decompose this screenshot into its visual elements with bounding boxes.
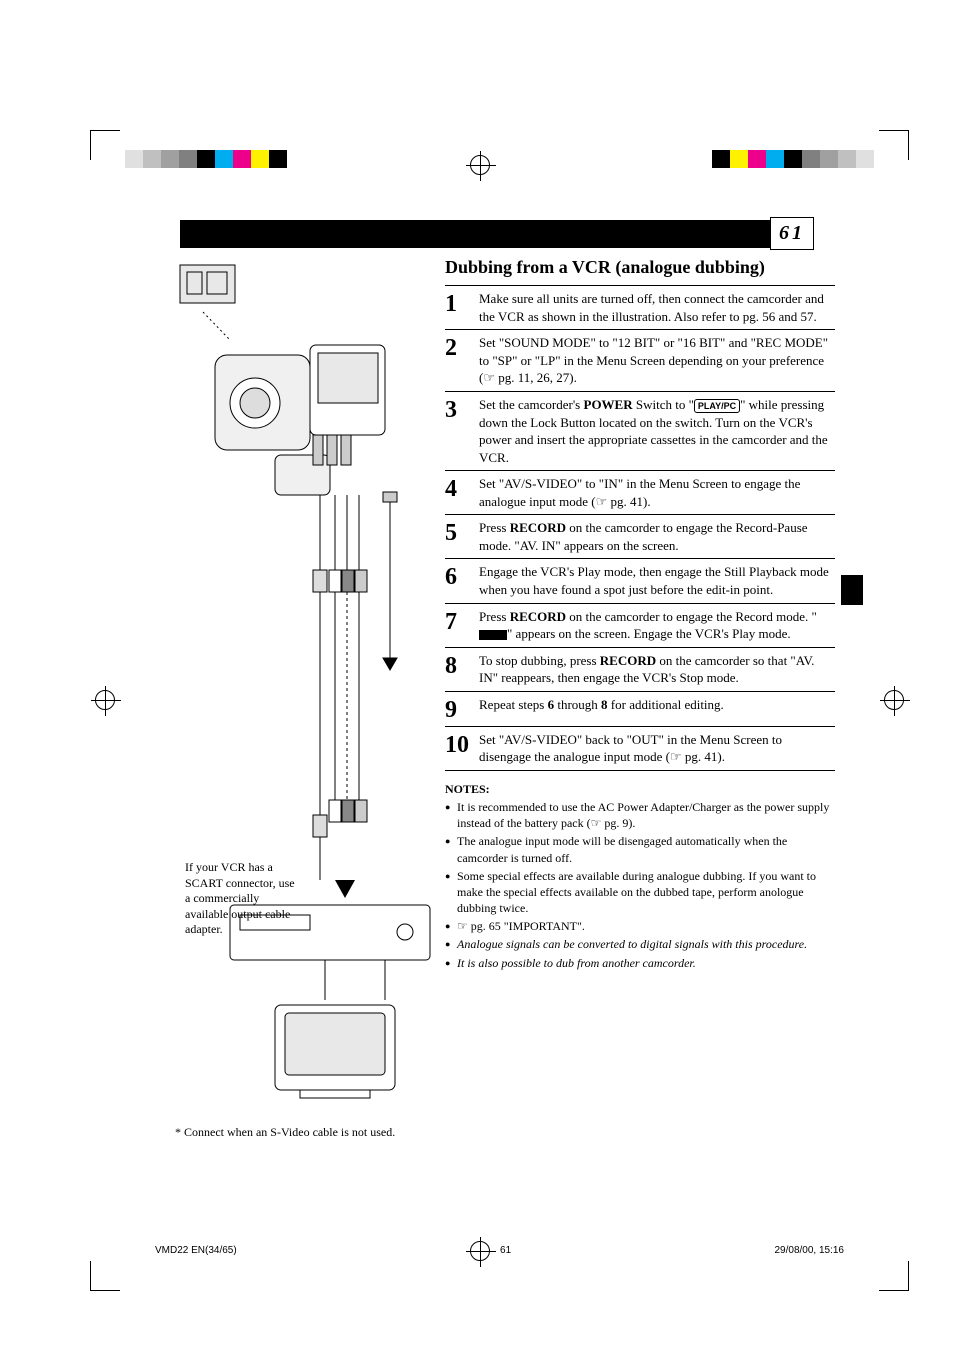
step-body: Repeat steps 6 through 8 for additional … — [479, 696, 835, 722]
step-2: 2Set "SOUND MODE" to "12 BIT" or "16 BIT… — [445, 329, 835, 391]
step-number: 8 — [445, 652, 471, 687]
page-number: 61 — [770, 217, 814, 250]
step-body: Set "AV/S-VIDEO" back to "OUT" in the Me… — [479, 731, 835, 766]
step-10: 10Set "AV/S-VIDEO" back to "OUT" in the … — [445, 726, 835, 771]
color-bar-right — [712, 150, 874, 168]
note-item-italic: Analogue signals can be converted to dig… — [445, 936, 835, 952]
section-title: Dubbing from a VCR (analogue dubbing) — [445, 255, 835, 279]
note-item: Some special effects are available durin… — [445, 868, 835, 917]
color-bar-left — [125, 150, 287, 168]
crop-mark — [879, 1261, 909, 1291]
svideo-footnote: * Connect when an S-Video cable is not u… — [175, 1125, 395, 1140]
registration-mark — [884, 690, 904, 710]
footer-date: 29/08/00, 15:16 — [774, 1245, 844, 1256]
crop-mark — [90, 130, 120, 160]
step-9: 9 Repeat steps 6 through 8 for additional… — [445, 691, 835, 726]
step-3: 3Set the camcorder's POWER Switch to "PL… — [445, 391, 835, 470]
step-number: 7 — [445, 608, 471, 643]
step-number: 5 — [445, 519, 471, 554]
registration-mark — [470, 155, 490, 175]
diagram-column: If your VCR has a SCART connector, use a… — [175, 260, 435, 1105]
step-number: 2 — [445, 334, 471, 387]
page-footer: VMD22 EN(34/65) 61 29/08/00, 15:16 — [155, 1245, 844, 1256]
step-body: Set "SOUND MODE" to "12 BIT" or "16 BIT"… — [479, 334, 835, 387]
step-1: 1Make sure all units are turned off, the… — [445, 285, 835, 329]
note-item: ☞ pg. 65 "IMPORTANT". — [445, 918, 835, 934]
footer-file: VMD22 EN(34/65) — [155, 1245, 237, 1256]
step-6: 6Engage the VCR's Play mode, then engage… — [445, 558, 835, 602]
step-number: 6 — [445, 563, 471, 598]
step-number: 10 — [445, 731, 471, 766]
step-8: 8To stop dubbing, press RECORD on the ca… — [445, 647, 835, 691]
step-number: 9 — [445, 696, 471, 722]
footer-page: 61 — [500, 1245, 511, 1256]
crop-mark — [90, 1261, 120, 1291]
registration-mark — [95, 690, 115, 710]
note-item: It is recommended to use the AC Power Ad… — [445, 799, 835, 831]
step-5: 5Press RECORD on the camcorder to engage… — [445, 514, 835, 558]
step-number: 1 — [445, 290, 471, 325]
step-body: Set the camcorder's POWER Switch to "PLA… — [479, 396, 835, 466]
connection-diagram — [175, 260, 435, 1100]
notes-block: NOTES: It is recommended to use the AC P… — [445, 781, 835, 971]
instructions-column: Dubbing from a VCR (analogue dubbing) 1M… — [445, 255, 835, 973]
step-4: 4Set "AV/S-VIDEO" to "IN" in the Menu Sc… — [445, 470, 835, 514]
step-7: 7Press RECORD on the camcorder to engage… — [445, 603, 835, 647]
step-body: Press RECORD on the camcorder to engage … — [479, 608, 835, 643]
step-number: 4 — [445, 475, 471, 510]
side-tab — [841, 575, 863, 605]
step-body: Make sure all units are turned off, then… — [479, 290, 835, 325]
step-body: To stop dubbing, press RECORD on the cam… — [479, 652, 835, 687]
step-body: Set "AV/S-VIDEO" to "IN" in the Menu Scr… — [479, 475, 835, 510]
note-item-italic: It is also possible to dub from another … — [445, 955, 835, 971]
step-body: Engage the VCR's Play mode, then engage … — [479, 563, 835, 598]
crop-mark — [879, 130, 909, 160]
page-header: EN 61 — [180, 220, 814, 248]
step-body: Press RECORD on the camcorder to engage … — [479, 519, 835, 554]
notes-title: NOTES: — [445, 781, 835, 797]
note-item: The analogue input mode will be disengag… — [445, 833, 835, 865]
step-number: 3 — [445, 396, 471, 466]
scart-note: If your VCR has a SCART connector, use a… — [185, 860, 295, 938]
